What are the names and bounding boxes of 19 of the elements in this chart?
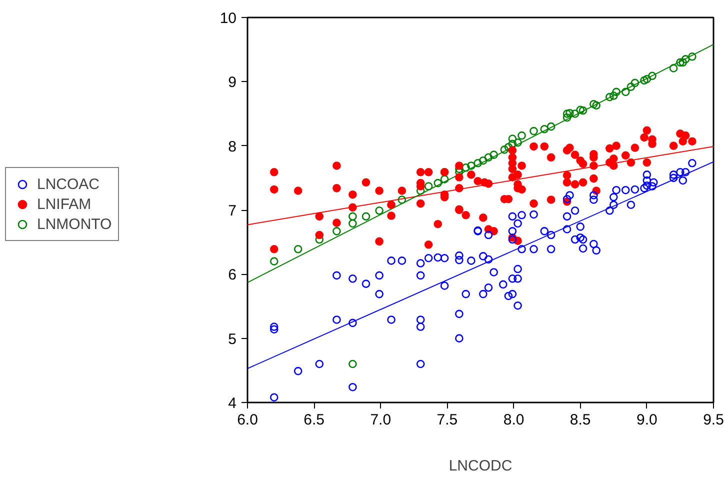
x-axis-title: LNCODC <box>448 458 512 474</box>
y-tick-label: 5 <box>228 330 236 348</box>
y-tick-label: 9 <box>228 74 236 92</box>
y-tick-label: 10 <box>220 10 237 27</box>
legend-label: LNMONTO <box>37 216 112 232</box>
x-tick-label: 8.5 <box>570 412 591 428</box>
x-tick-label: 7.0 <box>370 412 392 428</box>
legend-label: LNIFAM <box>37 196 92 212</box>
x-tick-label: 6.5 <box>304 412 325 428</box>
y-tick-label: 4 <box>228 395 236 412</box>
y-tick-label: 8 <box>228 138 236 156</box>
x-tick-label: 6.0 <box>237 412 258 428</box>
x-tick-label: 9.0 <box>636 412 658 428</box>
x-tick-label: 8.0 <box>503 412 524 428</box>
legend-label: LNCOAC <box>37 176 100 192</box>
y-tick-label: 7 <box>228 202 236 220</box>
x-tick-label: 9.5 <box>703 412 724 428</box>
y-tick-label: 6 <box>228 266 236 284</box>
x-tick-label: 7.5 <box>436 412 458 428</box>
